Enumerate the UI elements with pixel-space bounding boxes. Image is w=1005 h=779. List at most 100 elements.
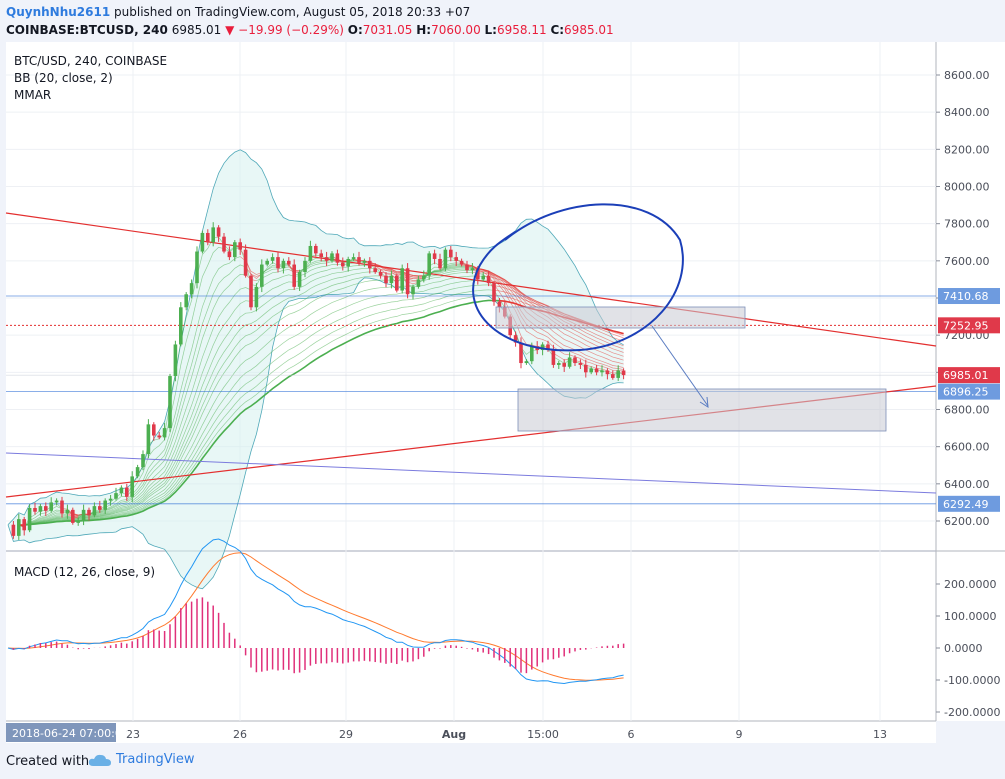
- mmar-line: [380, 275, 397, 278]
- price-label-text: 6292.49: [943, 498, 989, 511]
- mmar-line: [402, 279, 419, 282]
- price-label-text: 7410.68: [943, 290, 989, 303]
- candle-body: [519, 342, 523, 364]
- candle-body: [195, 251, 199, 284]
- candle-body: [546, 344, 550, 351]
- hand-annotations: [472, 203, 709, 408]
- price-label-badge: [938, 495, 1000, 512]
- candle-body: [335, 253, 340, 263]
- mmar-line: [88, 256, 241, 515]
- candle-body: [227, 251, 232, 258]
- target-zone-box: [517, 388, 887, 432]
- price-label-text: 7252.95: [943, 319, 989, 332]
- candle-body: [130, 476, 134, 497]
- candle-body: [405, 268, 410, 295]
- candle-body: [600, 370, 604, 373]
- candle-body: [584, 364, 588, 373]
- candle-body: [216, 227, 221, 237]
- publish-info: published on TradingView.com, August 05,…: [114, 5, 471, 19]
- resistance-zone-box: [495, 306, 746, 329]
- time-tick-label: 23: [126, 728, 140, 741]
- price-label-text: 6896.25: [943, 386, 989, 399]
- candle-body: [351, 257, 356, 259]
- candle-body: [605, 370, 610, 375]
- price-tick-label: 6800.00: [944, 404, 990, 417]
- candle-body: [611, 374, 615, 378]
- candle-body: [119, 487, 124, 494]
- candle-body: [422, 275, 426, 280]
- chart-area[interactable]: 8600.00 8400.00 8200.00 8000.00 7800.00 7600.…: [0, 42, 1005, 746]
- price-change: ▼ −19.99 (−0.29%): [225, 23, 344, 37]
- candle-body: [81, 509, 86, 521]
- candle-body: [400, 268, 404, 291]
- candle-body: [276, 257, 280, 269]
- candle-body: [395, 275, 399, 291]
- price-tick-label: 8600.00: [944, 69, 990, 82]
- candle-body: [481, 275, 485, 280]
- created-with-label: Created with: [6, 754, 90, 769]
- mmar-line: [78, 267, 376, 518]
- candle-body: [319, 253, 323, 258]
- arrow-shaft: [651, 325, 709, 407]
- candle-body: [389, 275, 394, 284]
- candle-body: [65, 509, 70, 514]
- candle-body: [314, 245, 318, 254]
- macd-indicator: [7, 538, 625, 685]
- mmar-line: [401, 275, 419, 285]
- candle-body: [243, 249, 248, 276]
- candle-body: [76, 521, 80, 523]
- candle-body: [303, 260, 307, 272]
- candle-body: [567, 357, 572, 367]
- candle-body: [281, 260, 286, 269]
- macd-tick-label: 200.0000: [944, 578, 997, 591]
- candle-body: [238, 242, 242, 250]
- mmar-line: [24, 299, 500, 526]
- candle-body: [114, 493, 118, 499]
- candle-body: [492, 283, 496, 302]
- candle-body: [308, 245, 313, 261]
- candle-body: [459, 260, 464, 265]
- time-cursor-badge: [6, 723, 116, 742]
- candle-body: [162, 428, 167, 438]
- time-tick-label: 9: [736, 728, 743, 741]
- price-axis: 8600.00 8400.00 8200.00 8000.00 7800.00 7600.…: [936, 69, 1000, 528]
- candle-body: [346, 258, 350, 267]
- price-tick-label: 8000.00: [944, 181, 990, 194]
- price-chart[interactable]: 8600.00 8400.00 8200.00 8000.00 7800.00 7600.…: [0, 42, 1005, 746]
- mmar-line: [78, 275, 381, 519]
- macd-axis: 200.0000 100.0000 0.0000 -100.0000 -200.0000: [936, 578, 1000, 719]
- zone-boxes: [495, 306, 887, 432]
- candle-body: [594, 368, 599, 373]
- last-price: 6985.01: [171, 23, 222, 37]
- author-link[interactable]: QuynhNhu2611: [6, 5, 111, 19]
- candle-body: [616, 370, 620, 378]
- candle-body: [179, 307, 183, 345]
- candle-body: [49, 502, 53, 511]
- time-axis: 23 26 29 Aug 15:00 6 9 13 2018-06-24 07:00:00: [6, 723, 887, 742]
- candle-body: [146, 424, 151, 455]
- candle-body: [378, 271, 383, 276]
- lower-trend-line: [5, 452, 937, 494]
- candle-body: [416, 279, 421, 287]
- hand-drawn-circle: [472, 203, 684, 352]
- candle-body: [578, 363, 583, 365]
- tradingview-logo[interactable]: TradingView: [88, 752, 195, 767]
- candle-body: [454, 257, 458, 261]
- publish-line: QuynhNhu2611 published on TradingView.co…: [6, 5, 470, 19]
- candle-body: [44, 506, 48, 511]
- candle-body: [92, 506, 97, 516]
- ohlc-line: COINBASE:BTCUSD, 240 6985.01 ▼ −19.99 (−…: [6, 23, 614, 37]
- high-label: H:: [416, 23, 432, 37]
- mmar-line: [423, 266, 473, 276]
- candle-body: [486, 275, 491, 284]
- time-tick-label: 13: [873, 728, 887, 741]
- price-tick-label: 6400.00: [944, 478, 990, 491]
- macd-line: [7, 538, 624, 685]
- candle-body: [373, 268, 377, 272]
- candle-body: [330, 253, 334, 261]
- legend-macd: MACD (12, 26, close, 9): [14, 565, 155, 579]
- candle-body: [465, 264, 469, 271]
- candle-body: [551, 350, 556, 365]
- candle-body: [287, 260, 291, 265]
- candle-body: [11, 524, 16, 536]
